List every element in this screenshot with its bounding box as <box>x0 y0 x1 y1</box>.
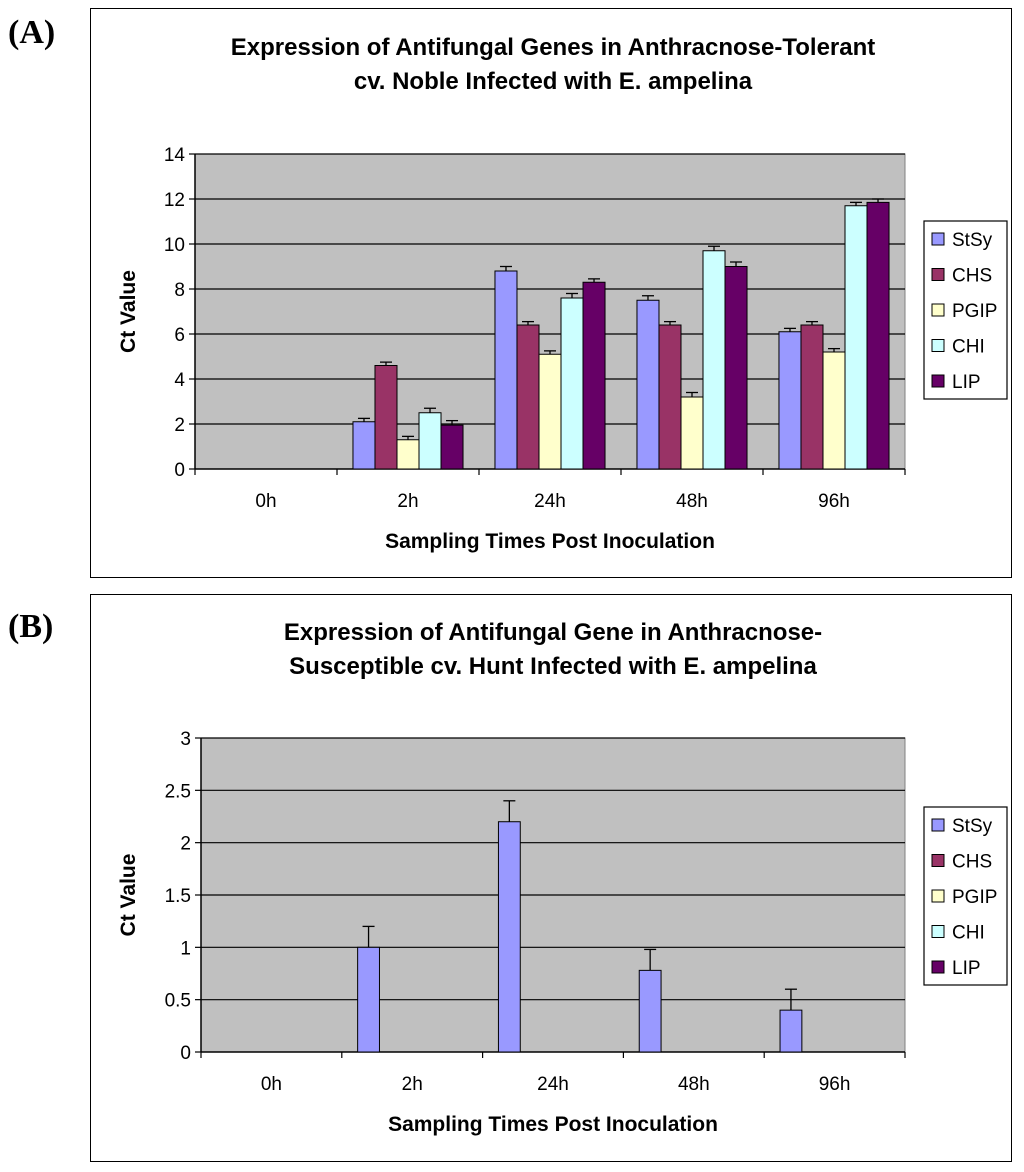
chart-b-x-tick-label: 24h <box>537 1074 569 1095</box>
chart-a-x-tick-label: 2h <box>397 491 418 512</box>
chart-a: Expression of Antifungal Genes in Anthra… <box>117 34 1008 553</box>
chart-a-y-tick-label: 0 <box>174 460 185 481</box>
chart-a-bar-pgip <box>396 439 420 470</box>
chart-b-legend-label-pgip: PGIP <box>952 887 997 908</box>
chart-b-y-tick-label: 3 <box>180 729 191 750</box>
chart-b-x-tick-label: 48h <box>678 1074 710 1095</box>
chart-a-x-tick-label: 24h <box>534 491 566 512</box>
chart-b: Expression of Antifungal Gene in Anthrac… <box>117 619 1008 1136</box>
chart-b-y-tick-label: 1.5 <box>165 886 191 907</box>
chart-b-bar-stsy <box>497 821 521 1053</box>
chart-b-title-line: Expression of Antifungal Gene in Anthrac… <box>284 619 822 646</box>
chart-a-bar-chi <box>560 297 584 470</box>
chart-b-legend-label-chs: CHS <box>952 852 992 873</box>
chart-a-bar-stsy <box>778 331 802 470</box>
chart-b-bar-stsy <box>779 1009 803 1053</box>
chart-a-y-tick-label: 12 <box>164 190 185 211</box>
panel-label-a: (A) <box>8 14 56 51</box>
chart-a-bar-lip <box>582 281 606 470</box>
chart-a-legend-label-stsy: StSy <box>952 230 993 251</box>
chart-b-x-tick-label: 2h <box>402 1074 423 1095</box>
chart-a-legend-label-lip: LIP <box>952 372 981 393</box>
chart-a-bar-pgip <box>538 353 562 470</box>
chart-b-bar-stsy <box>357 946 380 1053</box>
chart-a-bar-pgip <box>822 351 846 470</box>
chart-a-container: Expression of Antifungal Genes in Anthra… <box>90 8 1012 578</box>
chart-b-container: Expression of Antifungal Gene in Anthrac… <box>90 594 1012 1162</box>
chart-b-legend-swatch-chi <box>931 925 945 938</box>
chart-b-y-axis-label: Ct Value <box>117 854 140 937</box>
panel-label-b: (B) <box>8 608 54 645</box>
chart-b-y-tick-label: 1 <box>180 938 191 959</box>
chart-b-x-axis-label: Sampling Times Post Inoculation <box>388 1113 718 1136</box>
chart-a-bar-stsy <box>494 270 518 470</box>
chart-a-bar-chi <box>844 205 868 470</box>
chart-a-y-axis-label: Ct Value <box>117 270 140 353</box>
chart-a-x-tick-label: 48h <box>676 491 708 512</box>
chart-b-legend-swatch-stsy <box>931 818 945 832</box>
chart-a-bar-chs <box>658 324 682 470</box>
chart-a-legend-label-chs: CHS <box>952 266 992 287</box>
chart-a-bar-chs <box>800 324 824 470</box>
chart-a-y-tick-label: 8 <box>174 280 185 301</box>
chart-b-x-tick-label: 96h <box>819 1074 851 1095</box>
chart-a-y-tick-label: 6 <box>174 325 185 346</box>
chart-a-legend-swatch-chs <box>931 268 945 281</box>
chart-a-bar-chi <box>418 412 442 470</box>
chart-b-legend-label-lip: LIP <box>952 958 981 979</box>
chart-a-legend-swatch-lip <box>931 374 945 388</box>
chart-b-x-tick-label: 0h <box>261 1074 282 1095</box>
chart-b-bar-stsy <box>638 969 662 1053</box>
chart-b-legend-swatch-chs <box>931 854 945 867</box>
chart-a-title-line: cv. Noble Infected with E. ampelina <box>354 68 753 95</box>
chart-a-legend-label-pgip: PGIP <box>952 301 997 322</box>
chart-a-legend-swatch-chi <box>931 339 945 352</box>
chart-b-y-tick-label: 2 <box>180 834 191 855</box>
chart-a-x-tick-label: 0h <box>255 491 276 512</box>
chart-b-legend-label-chi: CHI <box>952 923 985 944</box>
chart-a-bar-stsy <box>352 421 376 470</box>
chart-b-title-line: Susceptible cv. Hunt Infected with E. am… <box>289 653 817 680</box>
chart-a-y-tick-label: 10 <box>164 235 185 256</box>
chart-a-legend-swatch-stsy <box>931 232 945 246</box>
chart-b-y-tick-label: 2.5 <box>165 781 191 802</box>
chart-b-y-tick-label: 0.5 <box>165 991 191 1012</box>
chart-a-x-tick-label: 96h <box>818 491 850 512</box>
chart-a-bar-lip <box>866 201 890 470</box>
chart-b-legend-swatch-lip <box>931 960 945 974</box>
chart-b-legend-label-stsy: StSy <box>952 816 993 837</box>
chart-a-bar-stsy <box>636 299 660 470</box>
chart-a-bar-chs <box>374 365 398 470</box>
chart-a-bar-lip <box>440 424 464 470</box>
chart-a-y-tick-label: 4 <box>174 370 185 391</box>
chart-a-legend-label-chi: CHI <box>952 337 985 358</box>
chart-a-bar-lip <box>724 266 748 470</box>
chart-a-legend-swatch-pgip <box>931 303 945 317</box>
chart-a-x-axis-label: Sampling Times Post Inoculation <box>385 530 715 553</box>
chart-a-title-line: Expression of Antifungal Genes in Anthra… <box>231 34 876 61</box>
chart-a-bar-chs <box>516 324 540 470</box>
chart-a-bar-chi <box>702 250 726 470</box>
chart-a-bar-pgip <box>680 396 704 470</box>
chart-b-y-tick-label: 0 <box>180 1043 191 1064</box>
chart-a-y-tick-label: 2 <box>174 415 185 436</box>
chart-a-y-tick-label: 14 <box>164 145 186 166</box>
chart-b-legend-swatch-pgip <box>931 889 945 903</box>
